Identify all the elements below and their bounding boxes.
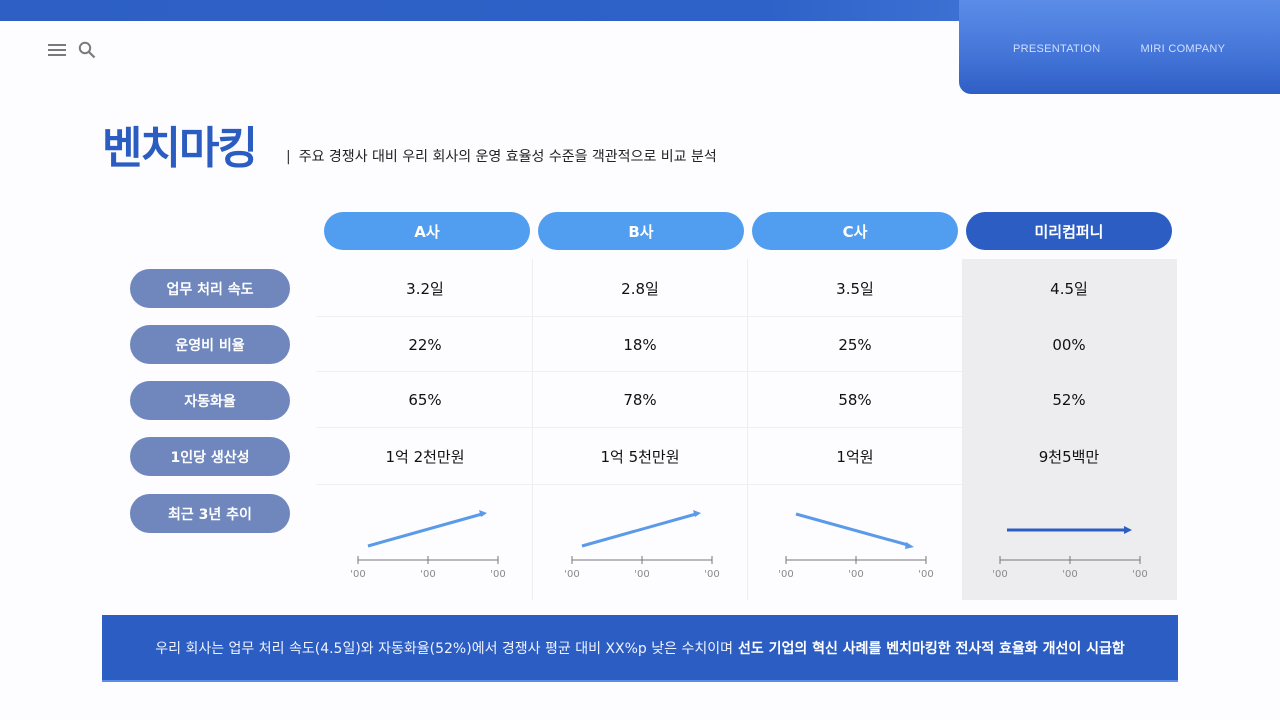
column-header-a: A사 [324,212,530,250]
table-cell: 1억 2천만원 [385,447,465,466]
column-divider [532,259,533,600]
trend-flat-arrow-icon [999,526,1141,564]
trend-chart-a: '00 '00 '00 [348,500,508,590]
table-cell: 1억 5천만원 [600,447,680,466]
search-icon[interactable] [77,40,97,60]
table-cell: 78% [623,391,657,409]
subtitle-divider: | [286,149,291,165]
header-nav: PRESENTATION MIRI COMPANY [1013,43,1225,55]
summary-banner: 우리 회사는 업무 처리 속도(4.5일)와 자동화율(52%)에서 경쟁사 평… [102,615,1178,682]
table-cell: 65% [408,391,442,409]
row-label-cost: 운영비 비율 [130,325,290,364]
header-corner-panel [959,0,1280,94]
row-label-automation: 자동화율 [130,381,290,420]
table-cell: 25% [838,336,872,354]
table-cell: 22% [408,336,442,354]
row-label-productivity: 1인당 생산성 [130,437,290,476]
header-card [0,21,959,101]
row-divider [316,484,962,485]
column-header-ours: 미리컴퍼니 [966,212,1172,250]
table-cell-ours: 4.5일 [1050,279,1088,298]
table-cell: 2.8일 [621,279,659,298]
row-divider [316,371,962,372]
table-cell: 3.2일 [406,279,444,298]
table-cell: 58% [838,391,872,409]
trend-chart-c: '00 '00 '00 [776,500,936,590]
trend-chart-ours: '00 '00 '00 [990,500,1150,590]
column-header-c: C사 [752,212,958,250]
highlight-column-background [962,259,1177,600]
table-cell: 1억원 [836,447,874,466]
trend-down-arrow-icon [785,512,927,564]
summary-text: 우리 회사는 업무 처리 속도(4.5일)와 자동화율(52%)에서 경쟁사 평… [155,640,733,657]
trend-up-arrow-icon [571,510,713,564]
row-label-trend: 최근 3년 추이 [130,494,290,533]
row-divider [316,316,962,317]
table-cell-ours: 52% [1052,391,1086,409]
table-cell: 18% [623,336,657,354]
trend-chart-b: '00 '00 '00 [562,500,722,590]
row-label-speed: 업무 처리 속도 [130,269,290,308]
nav-link-company[interactable]: MIRI COMPANY [1140,43,1226,55]
toolbar [47,40,97,60]
nav-link-presentation[interactable]: PRESENTATION [1013,43,1101,55]
page-subtitle: | 주요 경쟁사 대비 우리 회사의 운영 효율성 수준을 객관적으로 비교 분석 [286,146,717,166]
table-cell: 3.5일 [836,279,874,298]
menu-icon[interactable] [47,40,67,60]
column-divider [747,259,748,600]
row-divider [316,427,962,428]
column-header-b: B사 [538,212,744,250]
page-title: 벤치마킹 [102,123,258,174]
subtitle-text: 주요 경쟁사 대비 우리 회사의 운영 효율성 수준을 객관적으로 비교 분석 [298,149,717,165]
table-cell-ours: 9천5백만 [1038,447,1100,466]
summary-emphasis: 선도 기업의 혁신 사례를 벤치마킹한 전사적 효율화 개선이 시급함 [737,640,1125,657]
table-cell-ours: 00% [1052,336,1086,354]
trend-up-arrow-icon [357,510,499,564]
